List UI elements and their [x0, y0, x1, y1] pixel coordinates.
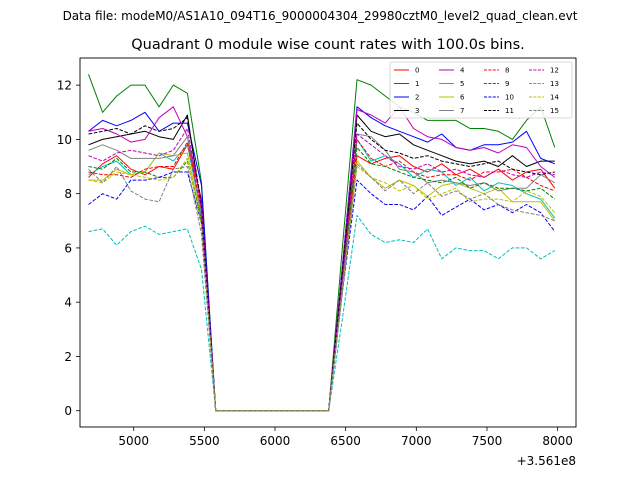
series-line-15	[88, 163, 555, 412]
x-tick-label: 6000	[260, 434, 291, 448]
legend-label-7: 7	[460, 107, 464, 115]
x-offset-label: +3.561e8	[517, 454, 576, 468]
legend-label-2: 2	[415, 94, 419, 102]
y-tick-label: 2	[64, 350, 72, 364]
series-line-9	[88, 147, 556, 412]
x-tick-label: 8000	[542, 434, 573, 448]
legend-label-10: 10	[505, 94, 514, 102]
x-tick-label: 6500	[330, 434, 361, 448]
series-line-7	[88, 133, 556, 412]
series-line-8	[88, 138, 555, 412]
legend-label-1: 1	[415, 80, 419, 88]
legend-label-5: 5	[460, 80, 464, 88]
series-line-14	[88, 157, 556, 412]
legend-label-15: 15	[550, 107, 559, 115]
y-tick-label: 6	[64, 241, 72, 255]
y-tick-label: 8	[64, 187, 72, 201]
y-tick-label: 12	[57, 79, 72, 93]
legend-label-4: 4	[460, 67, 465, 75]
legend-label-0: 0	[415, 67, 419, 75]
series-line-11	[88, 117, 555, 412]
series-line-13	[88, 214, 556, 412]
legend-label-8: 8	[505, 67, 509, 75]
series-line-6	[88, 152, 556, 412]
y-tick-label: 4	[64, 296, 72, 310]
series-line-12	[88, 128, 555, 412]
series-line-1	[88, 74, 556, 412]
legend-box	[389, 61, 573, 119]
legend-label-12: 12	[550, 67, 559, 75]
x-tick-label: 7500	[472, 434, 503, 448]
y-tick-label: 10	[57, 133, 72, 147]
series-line-10	[88, 171, 556, 412]
suptitle: Data file: modeM0/AS1A10_094T16_90000043…	[63, 9, 578, 23]
legend-label-3: 3	[415, 107, 419, 115]
plot-area	[88, 74, 556, 412]
series-line-0	[88, 144, 556, 412]
x-tick-label: 5000	[118, 434, 149, 448]
x-tick-label: 7000	[401, 434, 432, 448]
legend-label-13: 13	[550, 80, 559, 88]
series-line-3	[88, 114, 555, 412]
axes-frame	[79, 57, 577, 428]
legend-label-6: 6	[460, 94, 465, 102]
legend-label-14: 14	[550, 94, 559, 102]
y-tick-label: 0	[64, 404, 72, 418]
chart-title: Quadrant 0 module wise count rates with …	[131, 37, 525, 53]
legend-label-11: 11	[505, 107, 514, 115]
legend-label-9: 9	[505, 80, 509, 88]
series-line-4	[88, 106, 556, 412]
x-tick-label: 5500	[189, 434, 220, 448]
series-line-2	[88, 106, 555, 412]
